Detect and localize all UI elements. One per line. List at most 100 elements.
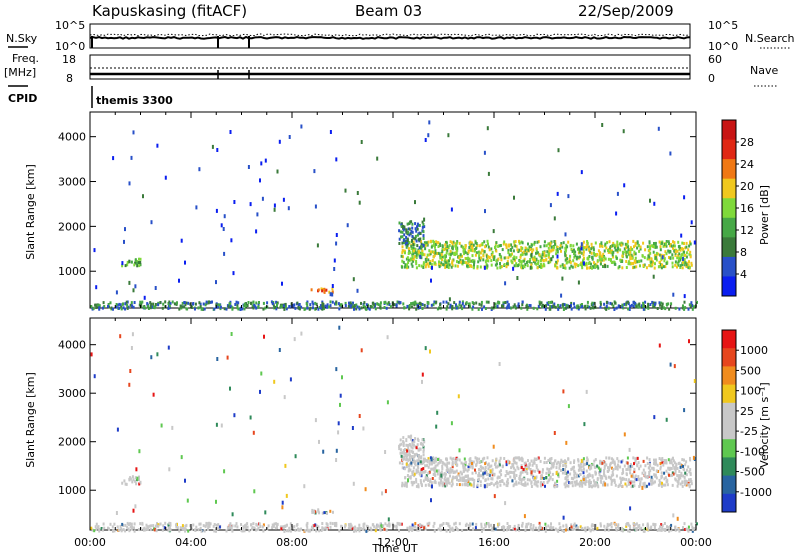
range-cell	[557, 529, 560, 533]
range-cell	[685, 251, 688, 255]
range-cell	[563, 482, 566, 486]
range-cell	[480, 474, 483, 478]
range-cell	[422, 237, 425, 240]
range-cell	[419, 470, 422, 474]
range-cell	[151, 305, 154, 309]
range-cell	[154, 524, 157, 528]
range-cell	[663, 461, 666, 465]
range-cell	[349, 305, 352, 308]
range-cell	[603, 474, 606, 477]
range-cell	[502, 242, 505, 246]
range-cell	[551, 255, 554, 259]
range-cell	[559, 264, 562, 268]
range-cell	[173, 302, 176, 306]
range-cell	[414, 300, 417, 304]
range-cell	[109, 301, 112, 305]
range-cell	[262, 523, 265, 527]
range-cell	[570, 264, 573, 268]
range-cell	[568, 266, 571, 270]
range-cell	[454, 458, 457, 462]
range-cell	[128, 260, 131, 264]
range-cell	[569, 461, 572, 465]
range-cell	[442, 522, 445, 525]
range-cell	[663, 259, 666, 263]
range-cell	[423, 217, 426, 222]
range-cell	[441, 473, 444, 477]
range-cell	[635, 478, 638, 482]
range-cell	[312, 526, 315, 530]
range-cell	[306, 521, 309, 525]
range-cell	[570, 467, 573, 471]
range-cell	[509, 248, 512, 251]
range-cell	[585, 469, 588, 473]
range-cell	[461, 479, 464, 483]
range-cell	[614, 467, 617, 471]
range-cell	[365, 524, 368, 528]
range-cell	[427, 133, 430, 138]
range-cell	[259, 178, 261, 183]
range-cell	[445, 522, 448, 525]
range-cell	[322, 449, 325, 454]
x-tick-label: 00:00	[680, 536, 712, 549]
range-cell	[398, 242, 401, 245]
range-cell	[480, 525, 483, 529]
range-cell	[474, 526, 477, 530]
range-cell	[564, 485, 567, 489]
range-cell	[107, 303, 110, 306]
range-cell	[121, 302, 124, 306]
range-cell	[676, 467, 679, 470]
range-cell	[236, 303, 239, 307]
range-cell	[665, 252, 668, 256]
range-cell	[656, 463, 659, 467]
range-cell	[422, 230, 425, 234]
range-cell	[223, 307, 226, 311]
range-cell	[505, 460, 508, 464]
range-cell	[474, 471, 477, 475]
range-cell	[459, 258, 462, 262]
range-cell	[306, 528, 309, 532]
y-tick-label: 3000	[58, 176, 86, 189]
range-cell	[597, 249, 600, 253]
range-cell	[580, 458, 583, 463]
range-cell	[403, 467, 406, 471]
range-cell	[326, 523, 329, 527]
range-cell	[150, 524, 153, 528]
noise-left-tick-top: 10^5	[55, 19, 85, 32]
range-cell	[423, 440, 426, 444]
range-cell	[433, 253, 436, 257]
range-cell	[282, 526, 285, 529]
range-cell	[410, 449, 413, 453]
range-cell	[456, 246, 459, 250]
range-cell	[326, 303, 329, 307]
power-colorbar-label: Power [dB]	[758, 185, 771, 245]
range-cell	[633, 470, 636, 474]
range-cell	[119, 303, 122, 307]
range-cell	[665, 417, 668, 422]
range-cell	[422, 445, 425, 449]
range-cell	[300, 124, 303, 129]
range-cell	[229, 526, 232, 530]
range-cell	[494, 302, 497, 306]
range-cell	[203, 529, 206, 533]
range-cell	[521, 477, 524, 481]
range-cell	[211, 300, 213, 304]
range-cell	[508, 253, 511, 257]
range-cell	[438, 263, 441, 267]
range-cell	[553, 240, 556, 243]
range-cell	[652, 466, 655, 470]
range-cell	[405, 443, 408, 447]
range-cell	[582, 464, 585, 468]
range-cell	[506, 484, 509, 488]
range-cell	[587, 474, 589, 478]
range-cell	[430, 457, 433, 462]
range-cell	[620, 481, 622, 484]
range-cell	[183, 301, 186, 305]
range-cell	[659, 481, 662, 485]
range-cell	[625, 472, 628, 476]
range-cell	[309, 528, 312, 532]
range-cell	[656, 528, 659, 532]
range-cell	[428, 521, 431, 525]
range-cell	[235, 522, 238, 526]
range-cell	[402, 260, 405, 264]
range-cell	[685, 527, 688, 531]
